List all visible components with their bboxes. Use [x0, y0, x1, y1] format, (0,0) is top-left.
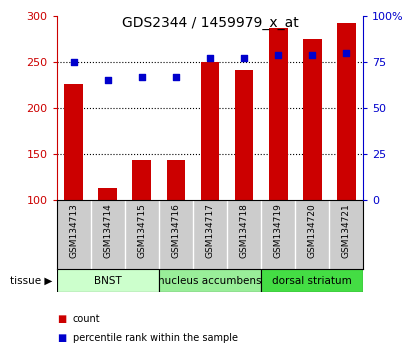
Bar	[57, 269, 159, 292]
Bar	[64, 84, 83, 200]
Point	[343, 50, 349, 56]
Text: ■: ■	[57, 314, 66, 324]
Text: GSM134713: GSM134713	[69, 204, 78, 258]
Bar	[132, 160, 151, 200]
Text: GSM134715: GSM134715	[137, 204, 146, 258]
Text: percentile rank within the sample: percentile rank within the sample	[73, 333, 238, 343]
Text: BNST: BNST	[94, 275, 122, 286]
Point	[207, 56, 213, 61]
Point	[241, 56, 247, 61]
Bar	[201, 62, 219, 200]
Text: GSM134721: GSM134721	[342, 204, 351, 258]
Text: GSM134714: GSM134714	[103, 204, 112, 258]
Text: ■: ■	[57, 333, 66, 343]
Bar	[98, 188, 117, 200]
Bar	[261, 269, 363, 292]
Text: GSM134718: GSM134718	[239, 204, 249, 258]
Point	[275, 52, 281, 57]
Text: GSM134717: GSM134717	[205, 204, 215, 258]
Point	[309, 52, 315, 57]
Text: GSM134719: GSM134719	[274, 204, 283, 258]
Text: tissue ▶: tissue ▶	[10, 275, 52, 286]
Point	[71, 59, 77, 65]
Bar	[235, 70, 253, 200]
Bar	[337, 23, 356, 200]
Text: GDS2344 / 1459979_x_at: GDS2344 / 1459979_x_at	[122, 16, 298, 30]
Point	[139, 74, 145, 80]
Text: GSM134720: GSM134720	[308, 204, 317, 258]
Bar	[269, 28, 288, 200]
Bar	[159, 269, 261, 292]
Bar	[167, 160, 185, 200]
Text: count: count	[73, 314, 100, 324]
Bar	[303, 39, 322, 200]
Text: nucleus accumbens: nucleus accumbens	[158, 275, 262, 286]
Text: dorsal striatum: dorsal striatum	[272, 275, 352, 286]
Point	[105, 78, 111, 83]
Text: GSM134716: GSM134716	[171, 204, 181, 258]
Point	[173, 74, 179, 80]
